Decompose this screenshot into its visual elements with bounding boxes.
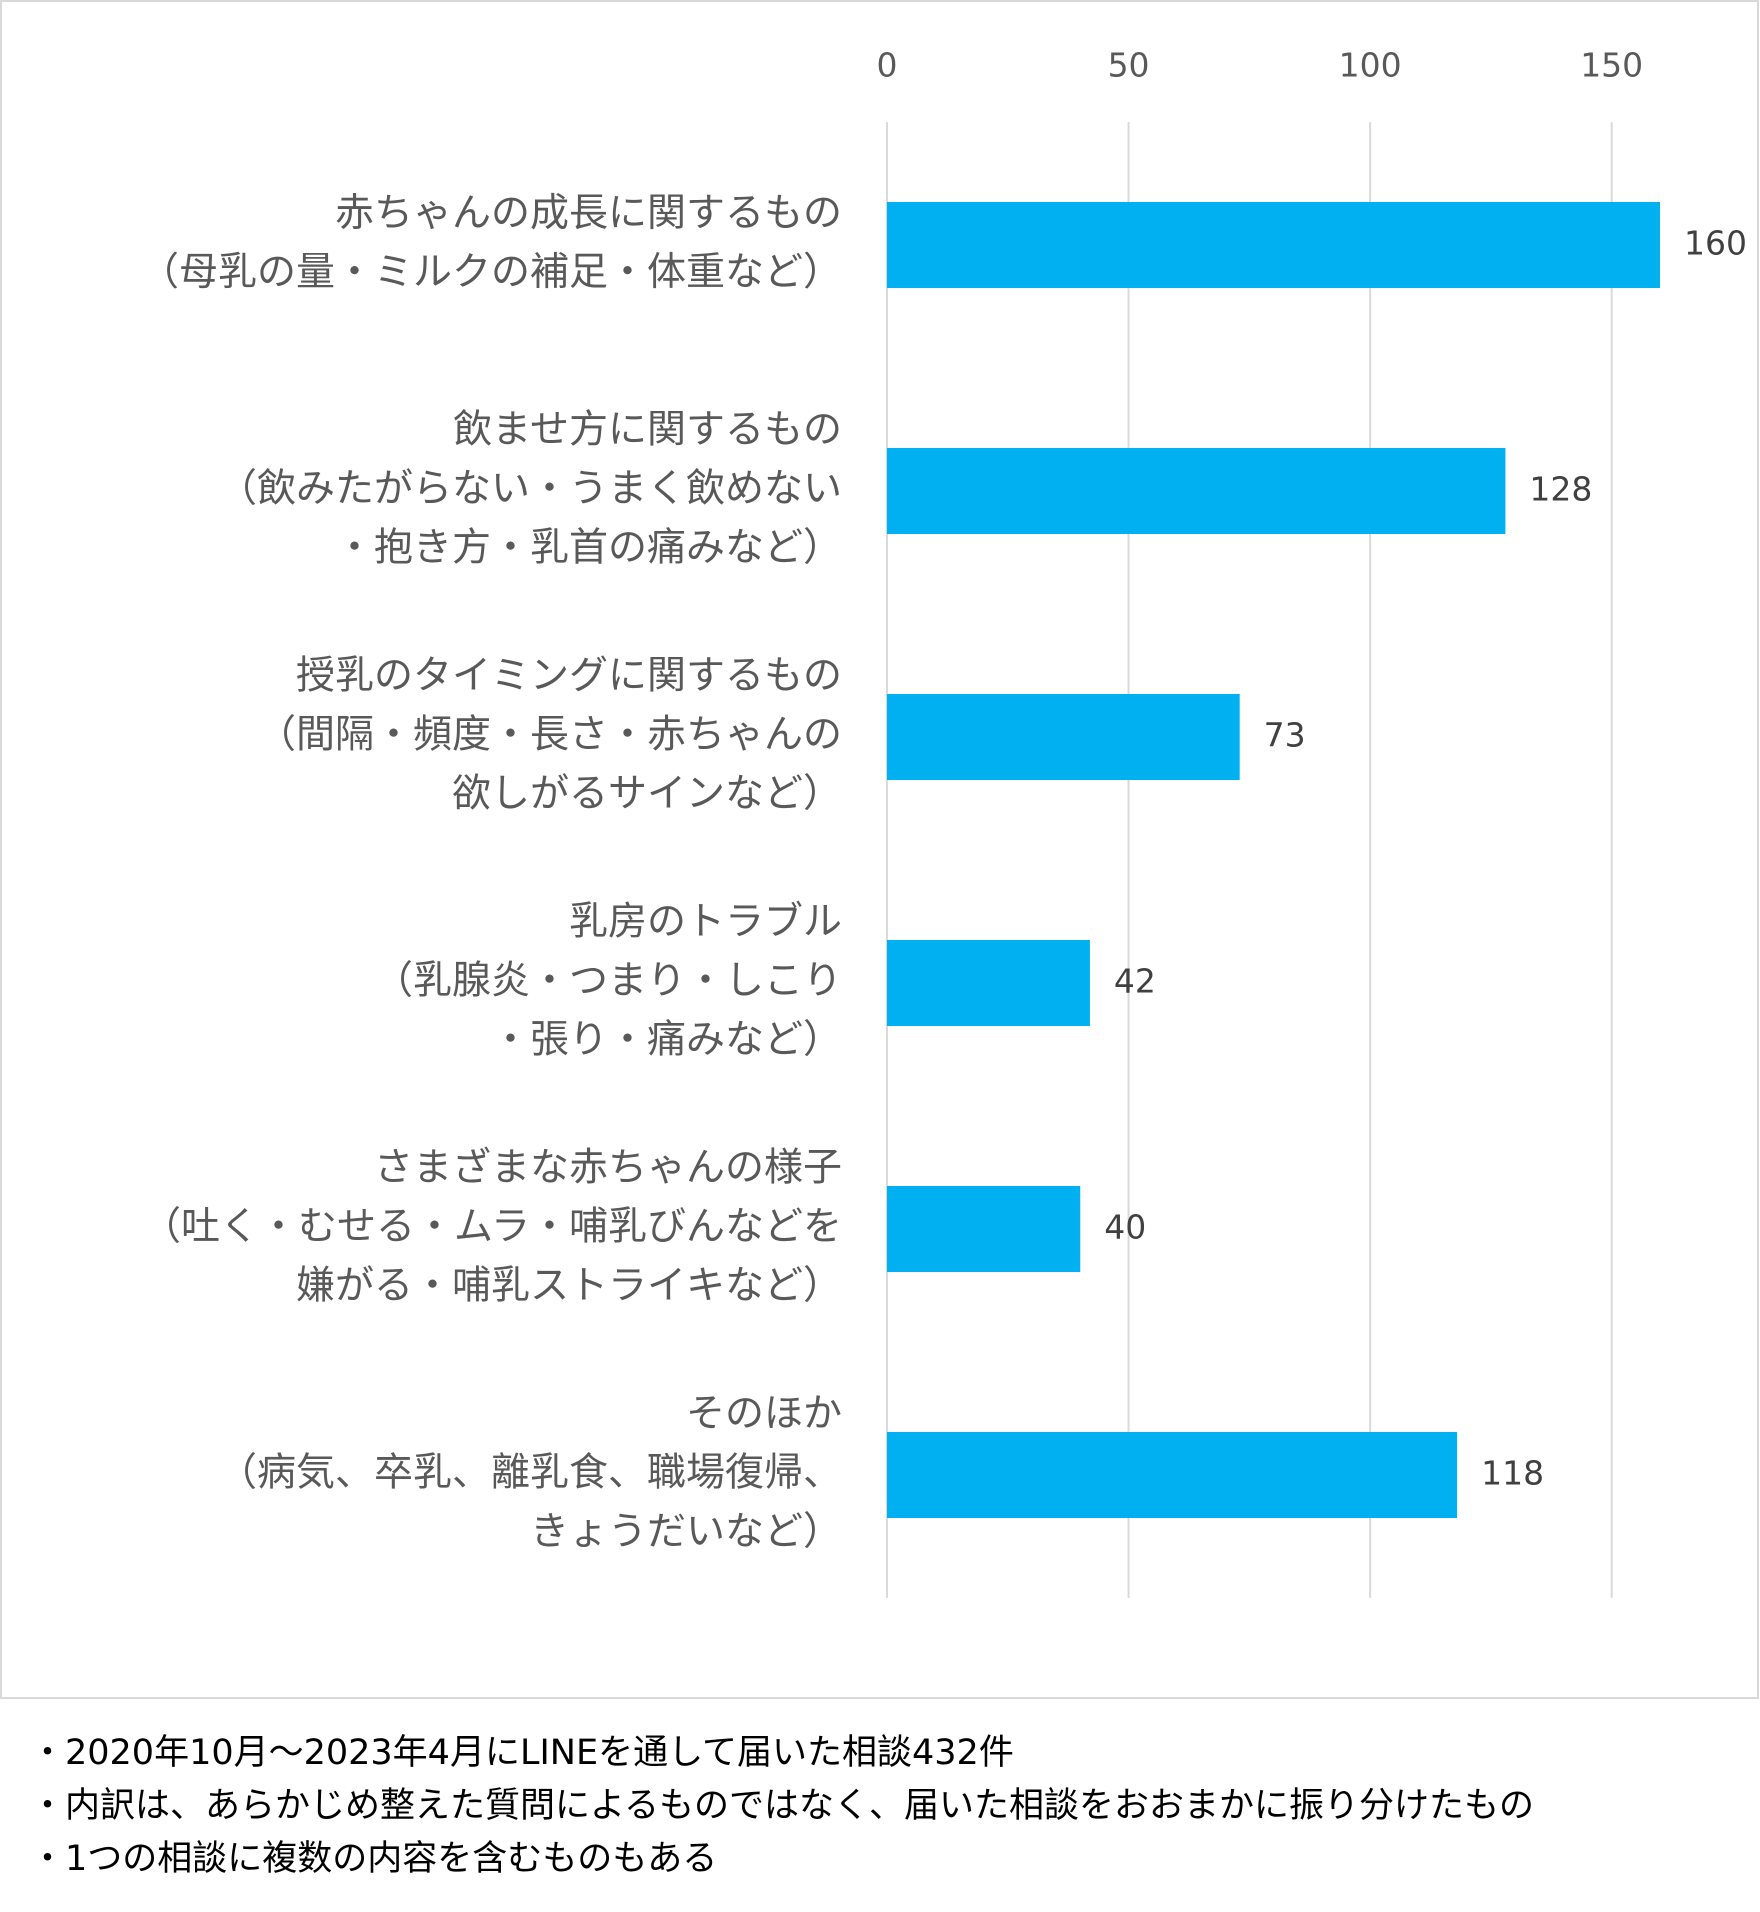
category-label: （母乳の量・ミルクの補足・体重など） (140, 250, 842, 295)
bar (887, 940, 1090, 1026)
category-label: 欲しがるサインなど） (452, 772, 842, 817)
bar (887, 694, 1240, 780)
category-label: さまざまな赤ちゃんの様子 (374, 1146, 842, 1191)
x-tick-label: 150 (1580, 46, 1643, 85)
footnote: ・1つの相談に複数の内容を含むものもある (30, 1839, 717, 1879)
value-label: 128 (1529, 470, 1592, 509)
category-label: （飲みたがらない・うまく飲めない (218, 467, 842, 512)
value-label: 118 (1481, 1454, 1544, 1493)
category-label: （病気、卒乳、離乳食、職場復帰、 (218, 1451, 842, 1496)
bar (887, 1432, 1458, 1518)
value-label: 42 (1114, 962, 1156, 1001)
category-label: 飲ませ方に関するもの (453, 408, 842, 453)
category-label: ・張り・痛みなど） (491, 1018, 842, 1063)
footnote: ・2020年10月～2023年4月にLINEを通して届いた相談432件 (30, 1733, 1014, 1773)
x-tick-label: 50 (1108, 46, 1150, 85)
bar (887, 202, 1660, 288)
category-label: そのほか (686, 1392, 842, 1437)
category-label: （乳腺炎・つまり・しこり (374, 959, 842, 1004)
category-label: 乳房のトラブル (569, 900, 842, 945)
category-label: ・抱き方・乳首の痛みなど） (335, 526, 842, 571)
bar (887, 1186, 1081, 1272)
x-tick-label: 0 (877, 46, 898, 85)
value-label: 160 (1684, 224, 1747, 263)
category-label: 嫌がる・哺乳ストライキなど） (296, 1264, 842, 1309)
footnote: ・内訳は、あらかじめ整えた質問によるものではなく、届いた相談をおおまかに振り分け… (30, 1786, 1534, 1826)
x-tick-label: 100 (1339, 46, 1402, 85)
category-label: （間隔・頻度・長さ・赤ちゃんの (257, 713, 842, 758)
value-label: 40 (1104, 1208, 1146, 1247)
value-label: 73 (1264, 716, 1306, 755)
category-label: きょうだいなど） (530, 1510, 842, 1555)
category-label: （吐く・むせる・ムラ・哺乳びんなどを (142, 1205, 842, 1250)
category-label: 赤ちゃんの成長に関するもの (335, 191, 842, 236)
category-label: 授乳のタイミングに関するもの (296, 654, 842, 699)
bar (887, 448, 1506, 534)
